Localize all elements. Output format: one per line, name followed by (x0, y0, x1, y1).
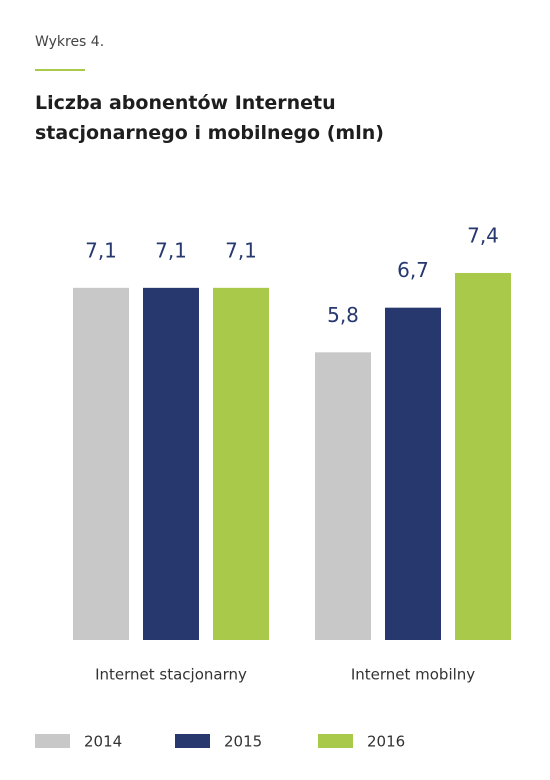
chart-label: Wykres 4. (35, 34, 105, 50)
category-label: Internet stacjonarny (95, 666, 247, 684)
value-label: 7,4 (467, 223, 499, 247)
value-label: 6,7 (397, 258, 429, 282)
legend-label: 2015 (224, 733, 262, 751)
legend-label: 2014 (84, 733, 122, 751)
value-label: 7,1 (225, 238, 257, 262)
bar (213, 287, 269, 640)
legend-label: 2016 (367, 733, 405, 751)
bar (385, 307, 441, 640)
legend-swatch (318, 734, 353, 748)
bar (455, 272, 511, 640)
bar (73, 287, 129, 640)
chart-title: Liczba abonentów Internetu stacjonarnego… (35, 92, 384, 144)
category-label: Internet mobilny (351, 666, 475, 684)
value-label: 7,1 (85, 238, 117, 262)
legend-swatch (175, 734, 210, 748)
bar (143, 287, 199, 640)
value-label: 7,1 (155, 238, 187, 262)
legend-swatch (35, 734, 70, 748)
value-label: 5,8 (327, 303, 359, 327)
accent-rule (35, 69, 85, 71)
bar (315, 352, 371, 640)
